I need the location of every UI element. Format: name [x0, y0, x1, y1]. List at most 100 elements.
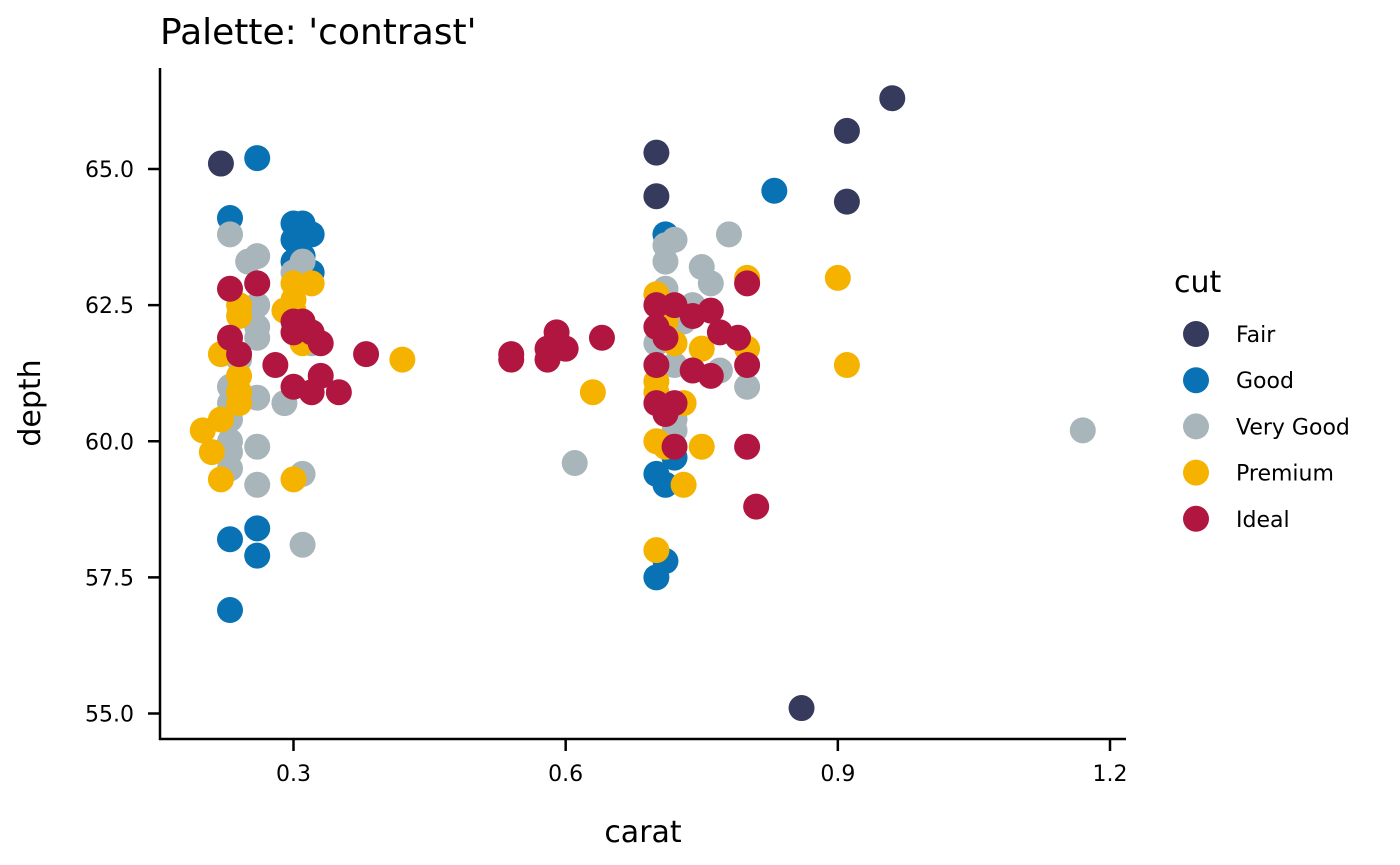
data-point-fair	[643, 139, 670, 166]
data-point-ideal	[588, 324, 615, 351]
data-point-good	[244, 515, 271, 542]
data-point-very-good	[244, 243, 271, 270]
y-axis-label: depth	[13, 359, 48, 446]
x-tick-label: 0.9	[820, 762, 855, 787]
data-point-very-good	[244, 433, 271, 460]
data-point-premium	[226, 303, 253, 330]
data-point-fair	[833, 117, 860, 144]
legend-label: Good	[1236, 369, 1294, 394]
legend-item-good: Good	[1183, 367, 1294, 394]
x-axis-label: carat	[604, 815, 682, 850]
data-point-good	[244, 542, 271, 569]
data-point-ideal	[325, 379, 352, 406]
data-point-premium	[833, 352, 860, 379]
data-point-fair	[833, 188, 860, 215]
data-point-very-good	[561, 450, 588, 477]
chart-title: Palette: 'contrast'	[160, 12, 477, 53]
data-point-ideal	[643, 352, 670, 379]
legend-item-fair: Fair	[1183, 321, 1276, 348]
data-point-premium	[207, 466, 234, 493]
legend-item-ideal: Ideal	[1183, 505, 1290, 533]
data-point-ideal	[734, 433, 761, 460]
data-point-ideal	[652, 324, 679, 351]
data-point-very-good	[244, 471, 271, 498]
legend-item-premium: Premium	[1183, 459, 1334, 487]
data-point-ideal	[244, 270, 271, 297]
data-point-ideal	[743, 493, 770, 520]
data-point-ideal	[226, 341, 253, 368]
data-point-fair	[879, 85, 906, 112]
data-point-premium	[579, 379, 606, 406]
data-point-very-good	[244, 324, 271, 351]
data-point-good	[216, 526, 243, 553]
legend-swatch	[1183, 505, 1209, 532]
x-ticks: 0.3 0.6 0.9 1.2	[276, 740, 1128, 787]
data-point-good	[761, 177, 788, 204]
legend-swatch	[1183, 459, 1209, 486]
data-point-ideal	[262, 352, 289, 379]
data-point-ideal	[307, 330, 334, 357]
y-tick-label: 62.5	[85, 294, 134, 319]
data-point-premium	[389, 346, 416, 373]
x-tick-label: 0.3	[276, 762, 311, 787]
y-tick-label: 65.0	[85, 158, 134, 183]
data-point-good	[652, 471, 679, 498]
legend: cut Fair Good Very Good Premium Ideal	[1174, 265, 1350, 533]
legend-swatch	[1183, 413, 1209, 440]
data-point-ideal	[643, 292, 670, 319]
data-point-fair	[643, 183, 670, 210]
data-point-ideal	[661, 390, 688, 417]
legend-label: Ideal	[1236, 508, 1290, 533]
data-point-good	[298, 221, 325, 248]
legend-items: Fair Good Very Good Premium Ideal	[1183, 321, 1350, 533]
data-point-very-good	[715, 221, 742, 248]
data-point-premium	[824, 264, 851, 291]
data-point-premium	[643, 537, 670, 564]
data-point-very-good	[216, 221, 243, 248]
x-tick-label: 0.6	[548, 762, 583, 787]
data-point-ideal	[353, 341, 380, 368]
legend-title: cut	[1174, 265, 1222, 300]
data-point-premium	[298, 270, 325, 297]
data-point-ideal	[661, 433, 688, 460]
data-point-premium	[280, 466, 307, 493]
legend-label: Very Good	[1236, 415, 1350, 440]
data-point-ideal	[216, 275, 243, 302]
data-point-ideal	[498, 346, 525, 373]
y-tick-label: 60.0	[85, 430, 134, 455]
data-point-premium	[226, 390, 253, 417]
data-points	[189, 85, 1096, 722]
data-point-good	[244, 145, 271, 172]
legend-swatch	[1183, 321, 1209, 347]
axes	[158, 68, 1126, 741]
data-point-very-good	[1069, 417, 1096, 444]
data-point-ideal	[734, 352, 761, 379]
data-point-premium	[688, 335, 715, 362]
legend-label: Premium	[1236, 462, 1334, 487]
data-point-premium	[670, 471, 697, 498]
data-point-ideal	[734, 270, 761, 297]
data-point-very-good	[697, 270, 724, 297]
data-point-premium	[688, 433, 715, 460]
data-point-ideal	[697, 362, 724, 389]
data-point-premium	[198, 439, 225, 466]
data-point-good	[216, 597, 243, 624]
y-ticks: 55.0 57.5 60.0 62.5 65.0	[85, 158, 160, 728]
data-point-ideal	[307, 362, 334, 389]
data-point-very-good	[734, 373, 761, 400]
data-point-ideal	[725, 324, 752, 351]
legend-label: Fair	[1236, 323, 1276, 348]
legend-swatch	[1183, 367, 1209, 394]
data-point-premium	[189, 417, 216, 444]
data-point-fair	[788, 695, 815, 722]
data-point-ideal	[552, 335, 579, 362]
y-tick-label: 57.5	[85, 566, 134, 591]
data-point-very-good	[289, 531, 316, 558]
data-point-very-good	[652, 248, 679, 275]
data-point-very-good	[661, 226, 688, 253]
legend-item-very-good: Very Good	[1183, 413, 1350, 440]
data-point-fair	[207, 150, 234, 177]
data-point-ideal	[697, 297, 724, 324]
x-tick-label: 1.2	[1093, 762, 1128, 787]
